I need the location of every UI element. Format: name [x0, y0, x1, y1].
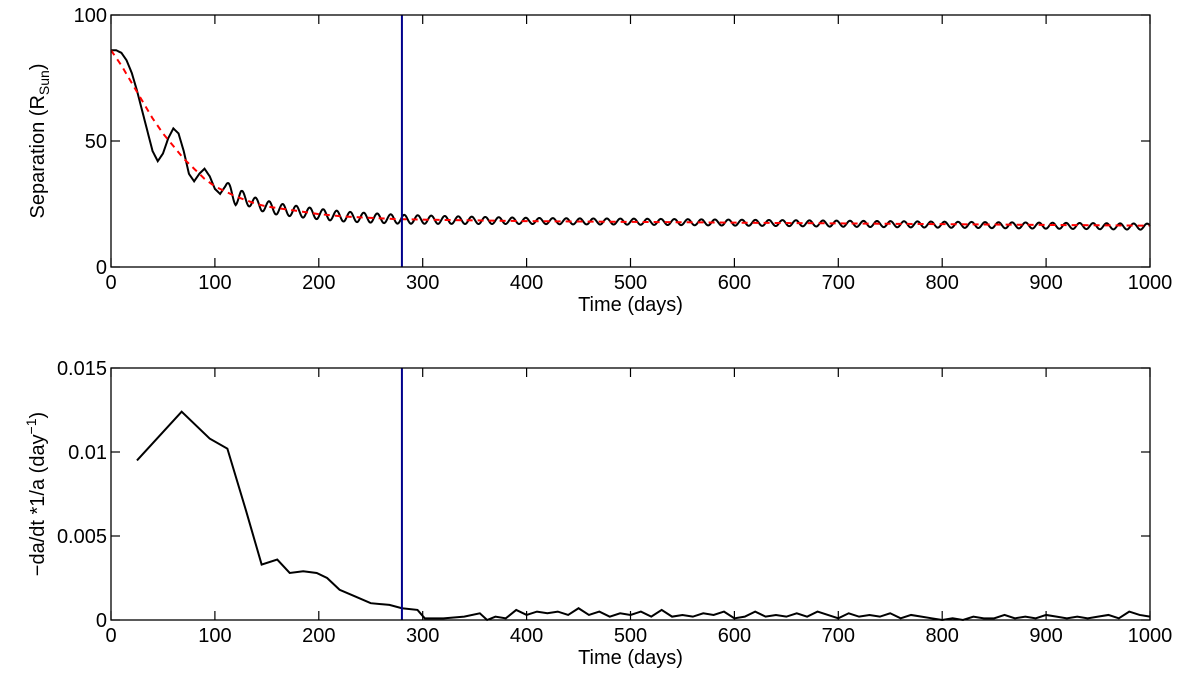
rate-series-line-0 — [136, 410, 1151, 622]
separation-x-tick-label: 500 — [614, 272, 647, 294]
separation-plot-lines — [110, 15, 1151, 267]
separation-x-tick-label: 100 — [198, 272, 231, 294]
separation-y-tick-label: 50 — [85, 131, 107, 153]
separation-series-line-1 — [110, 49, 1151, 227]
separation-y-axis-label-subscript: Sun — [36, 70, 52, 95]
separation-x-tick-label: 300 — [406, 272, 439, 294]
rate-x-tick-label: 1000 — [1128, 625, 1173, 647]
rate-x-tick-label: 400 — [510, 625, 543, 647]
rate-x-tick-label: 800 — [926, 625, 959, 647]
separation-y-tick-label: 0 — [96, 257, 107, 279]
rate-y-axis-label: −da/dt *1/a (day−1) — [23, 412, 49, 576]
rate-plot-lines — [136, 368, 1151, 622]
rate-x-tick-label: 0 — [105, 625, 116, 647]
separation-x-tick-label: 0 — [105, 272, 116, 294]
separation-x-tick-label: 700 — [822, 272, 855, 294]
separation-x-tick-label: 900 — [1029, 272, 1062, 294]
rate-x-tick-label: 900 — [1029, 625, 1062, 647]
separation-x-tick-label: 400 — [510, 272, 543, 294]
rate-x-tick-label: 500 — [614, 625, 647, 647]
rate-y-axis-label-superscript: −1 — [23, 418, 39, 434]
separation-panel: 0 100 200 300 400 500 600 700 800 900 1000 0 50 100 T… — [27, 5, 1172, 316]
rate-x-tick-label: 200 — [302, 625, 335, 647]
rate-panel: 0 100 200 300 400 500 600 700 800 900 1000 0 0.005 0.… — [23, 358, 1172, 669]
rate-x-tick-label: 100 — [198, 625, 231, 647]
rate-x-tick-label: 300 — [406, 625, 439, 647]
separation-y-axis-label: Separation (RSun) — [27, 64, 52, 219]
separation-x-tick-label: 1000 — [1128, 272, 1173, 294]
separation-series-line-0 — [111, 49, 1151, 231]
rate-y-axis-label-close: ) — [27, 412, 49, 419]
separation-x-tick-label: 600 — [718, 272, 751, 294]
rate-ticks: 0 100 200 300 400 500 600 700 800 900 1000 0 0.005 0.… — [57, 358, 1172, 647]
rate-x-tick-label: 600 — [718, 625, 751, 647]
rate-y-tick-label: 0.01 — [68, 442, 107, 464]
rate-x-tick-label: 700 — [822, 625, 855, 647]
separation-ticks: 0 100 200 300 400 500 600 700 800 900 1000 0 50 100 — [74, 5, 1173, 294]
separation-y-tick-label: 100 — [74, 5, 107, 27]
rate-axes-frame — [110, 367, 1151, 621]
rate-y-tick-label: 0.015 — [57, 358, 107, 380]
separation-y-axis-label-main: Separation (R — [27, 95, 49, 218]
separation-axes-frame — [110, 14, 1151, 268]
separation-x-tick-label: 800 — [926, 272, 959, 294]
separation-x-tick-label: 200 — [302, 272, 335, 294]
rate-y-tick-label: 0.005 — [57, 526, 107, 548]
rate-y-tick-label: 0 — [96, 610, 107, 632]
rate-y-axis-label-main: −da/dt *1/a (day — [27, 434, 49, 576]
separation-x-axis-label: Time (days) — [578, 294, 683, 316]
separation-y-axis-label-close: ) — [27, 64, 49, 71]
rate-x-axis-label: Time (days) — [578, 647, 683, 669]
